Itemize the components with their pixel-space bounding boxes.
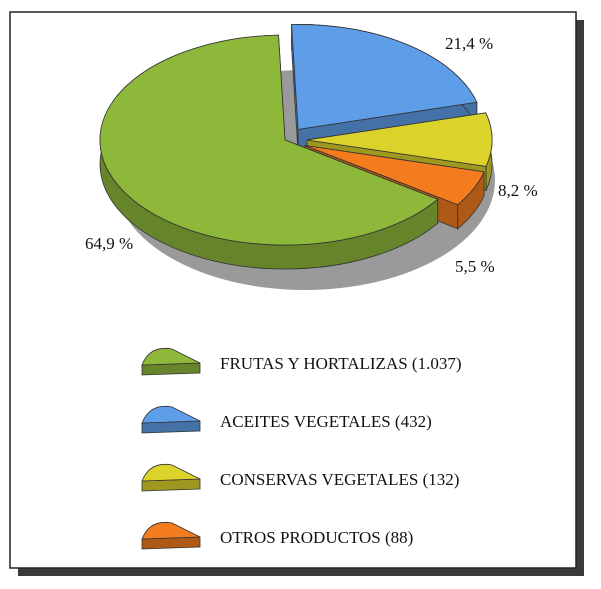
legend-icon — [141, 347, 201, 366]
value-label: 21,4 % — [445, 34, 493, 53]
slice — [306, 112, 493, 167]
legend-icon — [141, 405, 201, 424]
slice — [291, 24, 478, 130]
legend-label: ACEITES VEGETALES (432) — [220, 412, 432, 431]
slice — [99, 34, 439, 246]
value-label: 64,9 % — [85, 234, 133, 253]
value-label: 5,5 % — [455, 257, 495, 276]
legend-label: OTROS PRODUCTOS (88) — [220, 528, 413, 547]
value-label: 8,2 % — [498, 181, 538, 200]
legend-icon — [141, 521, 201, 540]
legend-label: FRUTAS Y HORTALIZAS (1.037) — [220, 354, 462, 373]
slice — [304, 145, 485, 206]
legend-icon — [141, 463, 201, 482]
legend-label: CONSERVAS VEGETALES (132) — [220, 470, 459, 489]
